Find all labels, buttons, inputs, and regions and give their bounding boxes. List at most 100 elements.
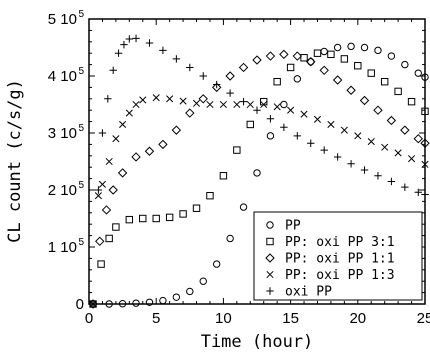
data-point (198, 94, 208, 104)
data-point (112, 223, 120, 231)
data-point (239, 97, 248, 106)
data-point (145, 298, 154, 306)
x-axis-title: Time (hour) (201, 332, 314, 352)
data-point (94, 192, 102, 200)
data-point (307, 58, 315, 66)
y-tick-label: 54 10 (48, 66, 85, 85)
data-point (300, 110, 308, 118)
y-tick-label: 51 10 (48, 237, 85, 256)
data-point (172, 293, 181, 301)
y-tick-mantissa: 2 10 (48, 182, 77, 199)
data-point (260, 100, 268, 109)
legend-entry: PP: oxi PP 1:1 (265, 252, 395, 267)
data-point (179, 97, 187, 105)
data-point (246, 100, 254, 109)
data-point (273, 78, 281, 86)
data-point (219, 100, 227, 109)
data-point (120, 40, 128, 49)
data-point (152, 214, 160, 223)
data-point (97, 260, 105, 268)
data-point (381, 143, 389, 151)
y-tick-label: 52 10 (48, 180, 85, 199)
data-point (226, 89, 234, 97)
data-point (306, 57, 316, 67)
data-point (185, 108, 195, 118)
data-point (159, 46, 167, 55)
data-point (313, 115, 322, 123)
data-point (132, 34, 140, 43)
data-point (401, 60, 409, 69)
data-point (340, 55, 349, 63)
data-point (360, 43, 369, 52)
data-point (212, 260, 221, 268)
data-point (354, 62, 362, 70)
data-point (139, 214, 147, 223)
y-tick-mantissa: 3 10 (48, 125, 77, 142)
data-point (192, 204, 201, 212)
x-tick-label: 5 (152, 310, 160, 327)
data-point (199, 277, 207, 285)
data-point (132, 299, 140, 307)
data-point (212, 80, 221, 89)
data-point (401, 183, 409, 191)
data-point (367, 69, 375, 77)
x-tick-label: 20 (349, 310, 366, 327)
data-point (387, 177, 396, 186)
data-point (333, 153, 342, 161)
data-point (266, 115, 275, 123)
data-point (374, 172, 382, 180)
data-point (347, 160, 355, 168)
y-tick-exponent: 5 (78, 123, 84, 134)
legend-label: PP: oxi PP 3:1 (285, 235, 395, 250)
data-point (186, 63, 194, 72)
data-point (145, 39, 154, 47)
data-point (293, 132, 302, 140)
data-point (394, 87, 402, 96)
y-tick-mantissa: 5 10 (48, 11, 77, 28)
data-point (408, 155, 416, 163)
data-point (380, 78, 389, 86)
data-point (186, 287, 194, 296)
series-marks (88, 34, 430, 309)
y-tick-label: 0 (76, 296, 84, 313)
legend-entry: oxi PP (266, 285, 332, 300)
x-tick-label: 0 (85, 310, 93, 327)
y-axis-title: CL count (c/s/g) (5, 79, 25, 243)
data-point (139, 96, 147, 104)
x-tick-label: 10 (215, 310, 232, 327)
data-point (98, 129, 107, 137)
data-point (125, 215, 134, 224)
data-point (407, 97, 416, 106)
data-point (246, 120, 254, 129)
data-point (320, 47, 328, 56)
data-point (292, 51, 303, 61)
y-tick-exponent: 5 (78, 180, 84, 191)
series-4 (89, 94, 429, 308)
data-point (131, 152, 141, 162)
data-point (104, 95, 112, 103)
legend-label: oxi PP (285, 285, 332, 300)
data-point (172, 55, 181, 63)
data-point (327, 50, 335, 59)
data-point (359, 95, 370, 106)
data-point (119, 120, 127, 129)
y-tick-mantissa: 1 10 (48, 239, 77, 256)
x-tick-label: 25 (417, 310, 430, 327)
data-point (253, 169, 261, 177)
data-point (252, 55, 262, 65)
data-point (413, 133, 423, 144)
data-point (105, 157, 113, 166)
data-point (125, 109, 133, 117)
y-tick-mantissa: 4 10 (48, 68, 77, 85)
data-point (88, 299, 98, 309)
data-point (94, 186, 103, 194)
data-point (101, 205, 112, 215)
legend-entry: PP (266, 219, 301, 234)
data-point (354, 132, 362, 140)
legend-marker (266, 221, 274, 229)
data-point (158, 139, 168, 150)
data-point (114, 49, 123, 57)
data-point (300, 54, 308, 62)
